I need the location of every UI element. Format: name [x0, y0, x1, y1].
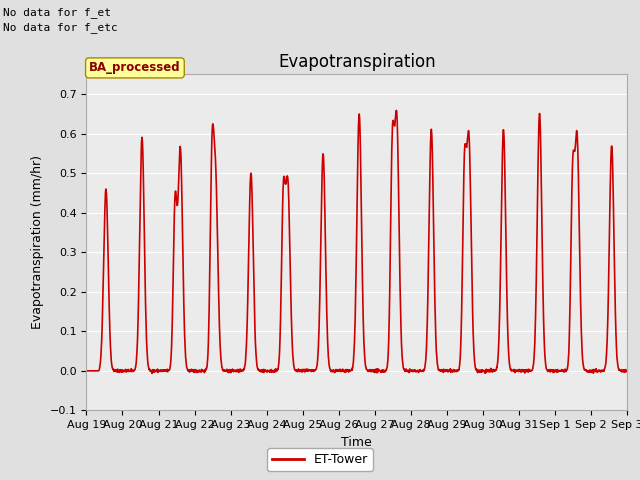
X-axis label: Time: Time: [341, 436, 372, 449]
Text: No data for f_etc: No data for f_etc: [3, 22, 118, 33]
Legend: ET-Tower: ET-Tower: [268, 448, 372, 471]
Text: No data for f_et: No data for f_et: [3, 7, 111, 18]
Text: BA_processed: BA_processed: [89, 61, 180, 74]
Title: Evapotranspiration: Evapotranspiration: [278, 53, 436, 72]
Y-axis label: Evapotranspiration (mm/hr): Evapotranspiration (mm/hr): [31, 156, 44, 329]
